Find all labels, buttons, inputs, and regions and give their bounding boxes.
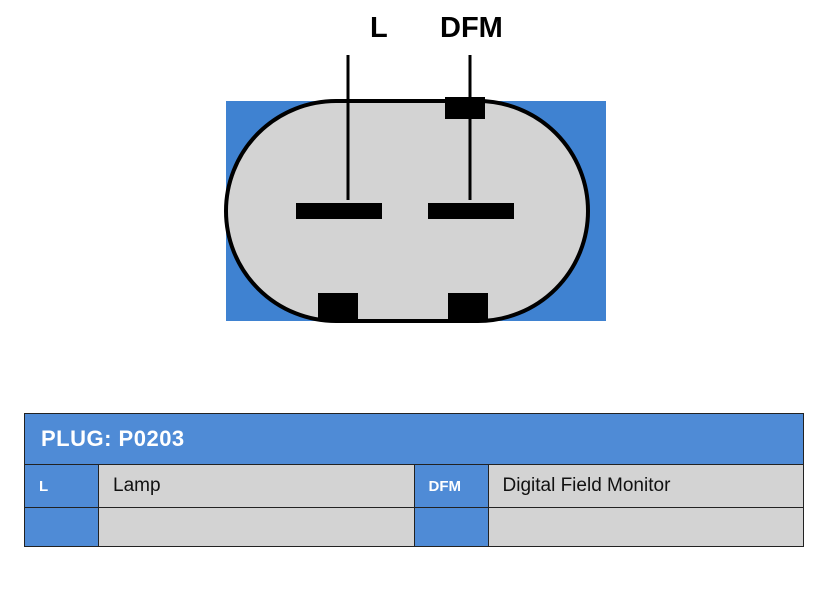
pin-desc-empty xyxy=(99,508,415,546)
connector-svg xyxy=(0,0,828,400)
table-header: PLUG: P0203 xyxy=(25,414,803,464)
connector-body xyxy=(226,101,588,321)
pin-desc: Digital Field Monitor xyxy=(489,465,804,507)
table-row xyxy=(25,507,803,546)
pin-code: L xyxy=(25,465,99,507)
top-tab xyxy=(445,97,485,119)
connector-diagram: L DFM xyxy=(0,0,828,400)
table-row: L Lamp DFM Digital Field Monitor xyxy=(25,464,803,507)
terminal-right xyxy=(428,203,514,219)
pin-label-left: L xyxy=(370,12,388,45)
pin-code: DFM xyxy=(415,465,489,507)
pin-code-empty xyxy=(415,508,489,546)
terminal-left xyxy=(296,203,382,219)
pin-desc-empty xyxy=(489,508,804,546)
bottom-tab-left xyxy=(318,293,358,321)
pin-label-right: DFM xyxy=(440,12,503,45)
pin-table: PLUG: P0203 L Lamp DFM Digital Field Mon… xyxy=(24,413,804,547)
bottom-tab-right xyxy=(448,293,488,321)
pin-desc: Lamp xyxy=(99,465,415,507)
pin-code-empty xyxy=(25,508,99,546)
